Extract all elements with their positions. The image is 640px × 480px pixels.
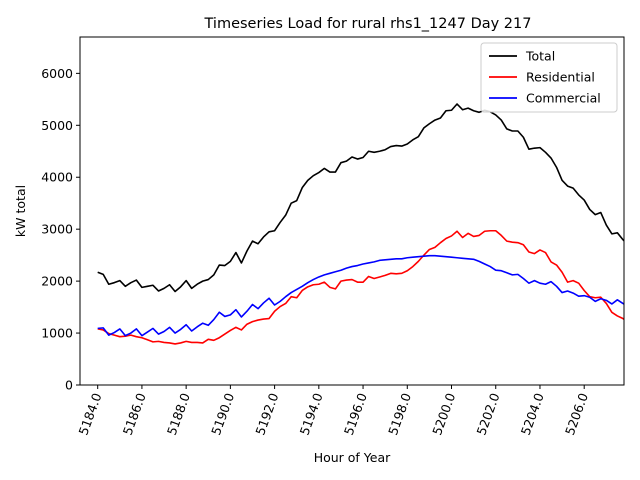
x-tick-label: 5192.0: [252, 391, 281, 437]
series-line-commercial: [97, 254, 624, 337]
x-tick-label: 5202.0: [474, 391, 503, 437]
y-axis: 0 1000 2000 3000 4000 5000 6000: [41, 66, 80, 393]
y-tick-label: 4000: [41, 170, 73, 185]
series-line-total: [97, 103, 624, 293]
y-tick-label: 6000: [41, 66, 73, 81]
legend-label-residential: Residential: [526, 70, 595, 85]
x-axis: 5184.0 5186.0 5188.0 5190.0 5192.0 5194.0 5196…: [75, 385, 591, 437]
y-tick-label: 5000: [41, 118, 73, 133]
x-tick-label: 5196.0: [341, 391, 370, 437]
y-tick-label: 2000: [41, 274, 73, 289]
x-tick-label: 5200.0: [429, 391, 458, 437]
legend-label-commercial: Commercial: [526, 91, 601, 106]
x-tick-label: 5206.0: [562, 391, 591, 437]
chart-title: Timeseries Load for rural rhs1_1247 Day …: [204, 16, 532, 32]
x-tick-label: 5186.0: [120, 391, 149, 437]
y-tick-label: 3000: [41, 222, 73, 237]
plot-frame: [79, 36, 625, 386]
legend: Total Residential Commercial: [480, 42, 618, 113]
x-tick-label: 5190.0: [208, 391, 237, 437]
x-tick-label: 5184.0: [75, 391, 104, 437]
legend-label-total: Total: [525, 49, 555, 64]
series-line-residential: [97, 229, 624, 345]
x-tick-label: 5198.0: [385, 391, 414, 437]
legend-box: [480, 42, 618, 113]
x-tick-label: 5204.0: [518, 391, 547, 437]
y-tick-label: 1000: [41, 326, 73, 341]
series-lines: [97, 103, 624, 345]
x-tick-label: 5188.0: [164, 391, 193, 437]
y-tick-label: 0: [65, 378, 73, 393]
x-axis-label: Hour of Year: [314, 450, 391, 465]
x-tick-label: 5194.0: [297, 391, 326, 437]
y-axis-label: kW total: [13, 185, 28, 237]
